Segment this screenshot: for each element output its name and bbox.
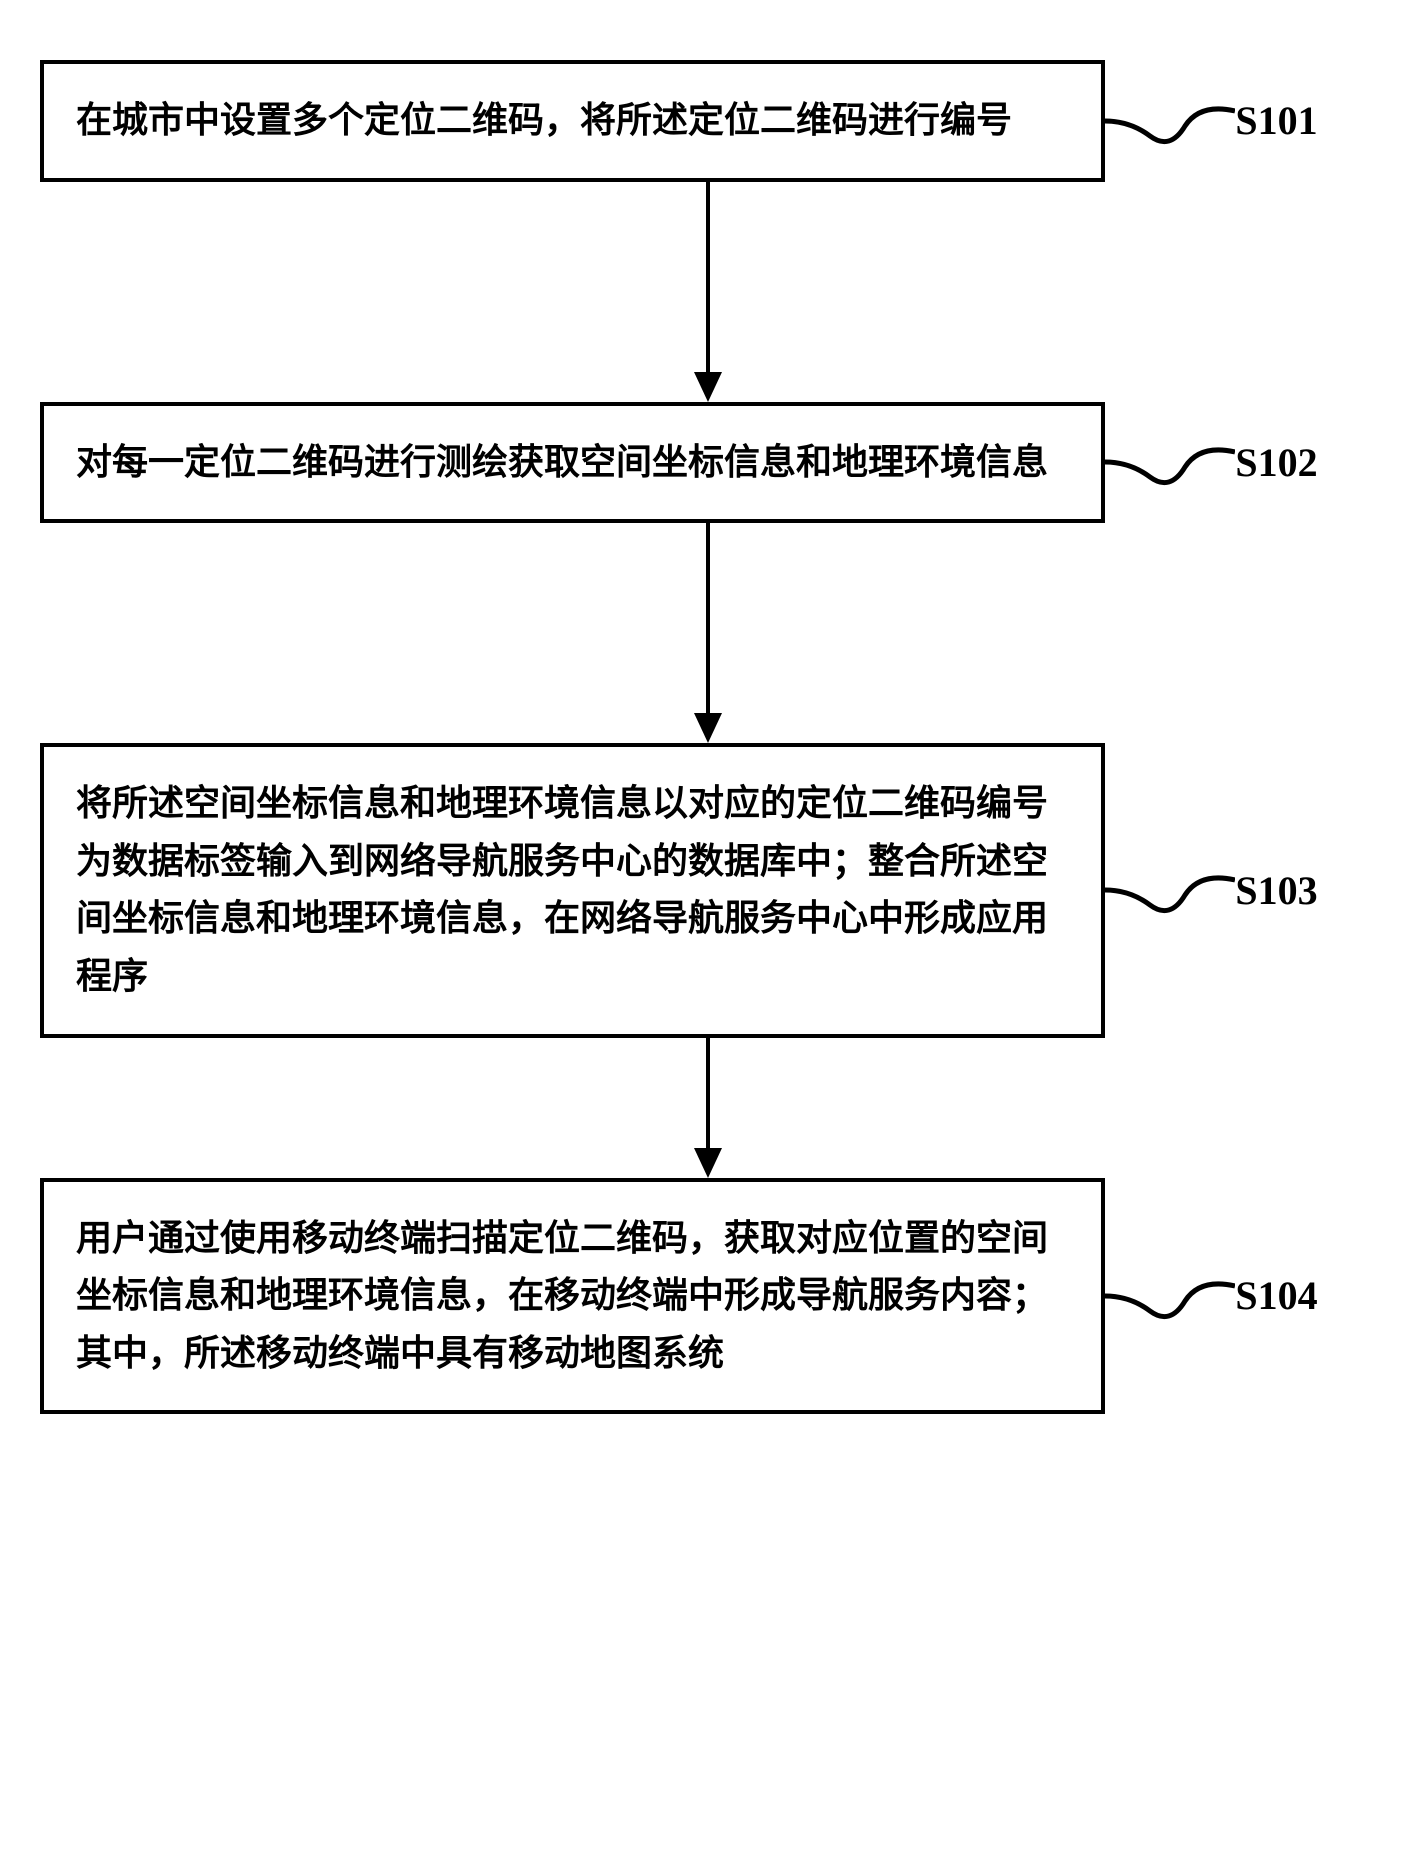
step-row: 在城市中设置多个定位二维码，将所述定位二维码进行编号 S101 <box>40 60 1376 182</box>
step-box-1: 在城市中设置多个定位二维码，将所述定位二维码进行编号 <box>40 60 1105 182</box>
step-label-wrap: S104 <box>1105 1266 1376 1326</box>
connector-squiggle-icon <box>1105 91 1235 151</box>
step-row: 将所述空间坐标信息和地理环境信息以对应的定位二维码编号为数据标签输入到网络导航服… <box>40 743 1376 1037</box>
step-text: 将所述空间坐标信息和地理环境信息以对应的定位二维码编号为数据标签输入到网络导航服… <box>76 783 1048 996</box>
step-text: 在城市中设置多个定位二维码，将所述定位二维码进行编号 <box>76 100 1012 140</box>
connector-squiggle-icon <box>1105 432 1235 492</box>
step-id-label: S103 <box>1235 867 1317 914</box>
connector-squiggle-icon <box>1105 860 1235 920</box>
arrow-down-icon <box>678 182 738 402</box>
arrow-connector <box>158 523 1258 743</box>
step-text: 对每一定位二维码进行测绘获取空间坐标信息和地理环境信息 <box>76 442 1048 482</box>
step-text: 用户通过使用移动终端扫描定位二维码，获取对应位置的空间坐标信息和地理环境信息，在… <box>76 1218 1048 1373</box>
arrow-connector <box>158 182 1258 402</box>
step-label-wrap: S101 <box>1105 91 1376 151</box>
step-id-label: S104 <box>1235 1272 1317 1319</box>
flowchart-container: 在城市中设置多个定位二维码，将所述定位二维码进行编号 S101 对每一定位二维码… <box>40 60 1376 1414</box>
arrow-down-icon <box>678 523 738 743</box>
step-box-3: 将所述空间坐标信息和地理环境信息以对应的定位二维码编号为数据标签输入到网络导航服… <box>40 743 1105 1037</box>
step-row: 用户通过使用移动终端扫描定位二维码，获取对应位置的空间坐标信息和地理环境信息，在… <box>40 1178 1376 1415</box>
step-label-wrap: S103 <box>1105 860 1376 920</box>
step-id-label: S101 <box>1235 97 1317 144</box>
step-box-2: 对每一定位二维码进行测绘获取空间坐标信息和地理环境信息 <box>40 402 1105 524</box>
step-label-wrap: S102 <box>1105 432 1376 492</box>
arrow-down-icon <box>678 1038 738 1178</box>
step-box-4: 用户通过使用移动终端扫描定位二维码，获取对应位置的空间坐标信息和地理环境信息，在… <box>40 1178 1105 1415</box>
step-row: 对每一定位二维码进行测绘获取空间坐标信息和地理环境信息 S102 <box>40 402 1376 524</box>
connector-squiggle-icon <box>1105 1266 1235 1326</box>
arrow-connector <box>158 1038 1258 1178</box>
step-id-label: S102 <box>1235 439 1317 486</box>
